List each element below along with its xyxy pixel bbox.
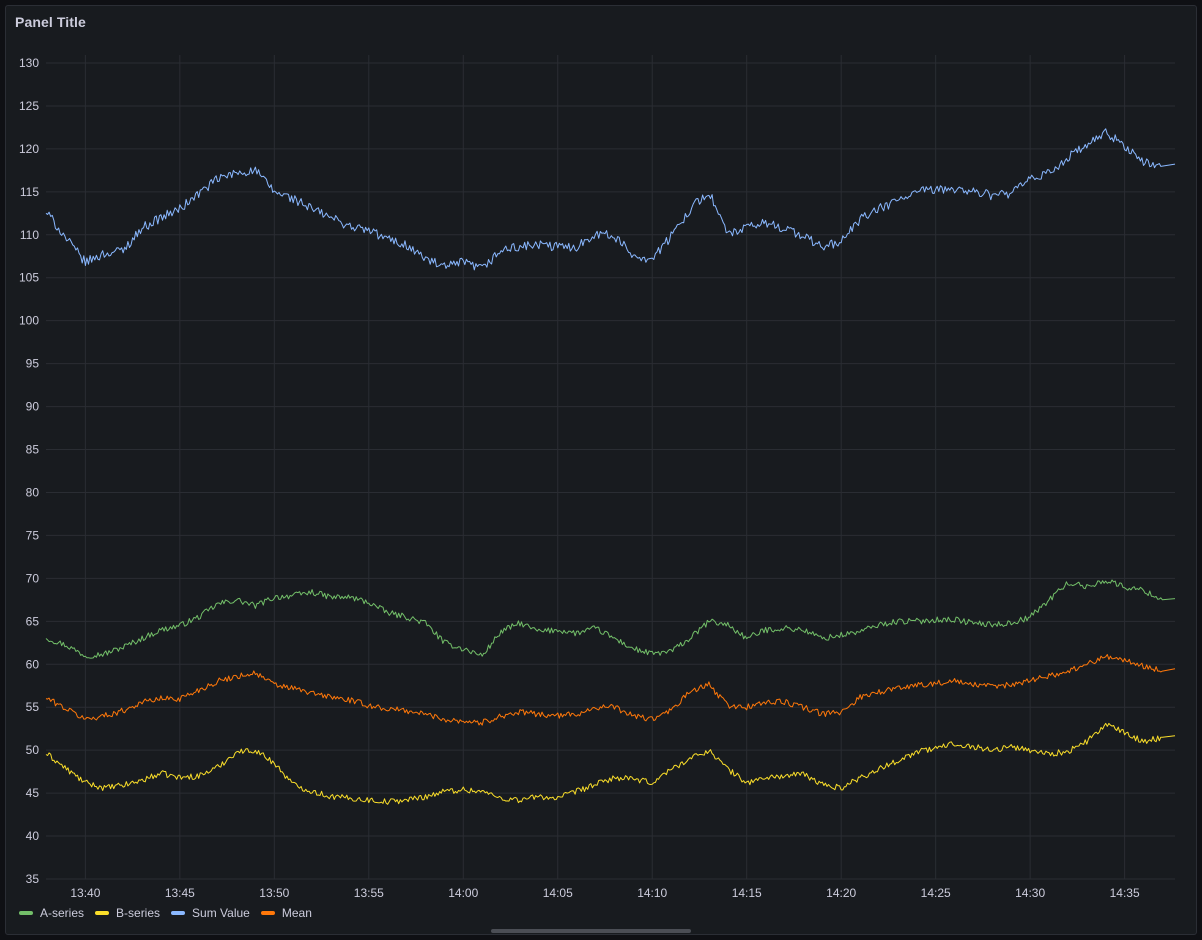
y-tick-label: 55 [26, 700, 40, 714]
legend-swatch [19, 911, 33, 915]
y-tick-label: 120 [19, 142, 39, 156]
x-tick-label: 14:35 [1110, 886, 1140, 900]
legend-item-a-series[interactable]: A-series [19, 906, 84, 920]
legend-item-sum-value[interactable]: Sum Value [171, 906, 250, 920]
panel-title[interactable]: Panel Title [15, 14, 86, 30]
y-tick-label: 110 [20, 228, 39, 242]
x-tick-label: 13:50 [259, 886, 289, 900]
series-lines [45, 128, 1176, 805]
legend-item-b-series[interactable]: B-series [95, 906, 160, 920]
legend-label: Sum Value [192, 906, 250, 920]
legend-label: Mean [281, 906, 312, 920]
legend-label: A-series [40, 906, 85, 920]
x-axis: 13:40 13:45 13:50 13:55 14:00 14:05 14:10 14:15… [70, 886, 1140, 900]
y-tick-label: 75 [26, 528, 40, 542]
x-tick-label: 14:00 [448, 886, 478, 900]
y-tick-label: 125 [19, 99, 39, 113]
legend-swatch [171, 911, 186, 915]
x-tick-label: 14:20 [826, 886, 856, 900]
x-tick-label: 14:10 [637, 886, 667, 900]
y-tick-label: 45 [26, 786, 40, 800]
y-tick-label: 85 [26, 443, 40, 457]
y-tick-label: 70 [26, 571, 40, 585]
y-tick-label: 130 [19, 56, 39, 70]
y-tick-label: 50 [26, 743, 40, 757]
y-tick-label: 90 [26, 400, 40, 414]
y-tick-label: 60 [26, 657, 40, 671]
y-tick-label: 105 [19, 271, 39, 285]
y-tick-label: 100 [19, 314, 39, 328]
y-tick-label: 40 [26, 829, 40, 843]
series-line-b-series [45, 722, 1176, 805]
y-tick-label: 65 [26, 614, 40, 628]
x-tick-label: 13:45 [165, 886, 195, 900]
legend-swatch [95, 911, 110, 915]
y-tick-label: 95 [26, 357, 40, 371]
series-line-sum-value [45, 128, 1176, 271]
y-tick-label: 35 [26, 872, 40, 886]
chart-area[interactable]: 35 40 45 50 55 60 65 70 75 80 85 90 95 100 105 110 115 12… [6, 6, 1196, 934]
x-tick-label: 13:55 [354, 886, 384, 900]
series-line-a-series [45, 579, 1176, 659]
legend-item-mean[interactable]: Mean [260, 906, 312, 920]
y-tick-label: 115 [20, 185, 39, 199]
y-tick-label: 80 [26, 485, 40, 499]
x-tick-label: 13:40 [70, 886, 100, 900]
x-tick-label: 14:05 [543, 886, 573, 900]
legend-label: B-series [116, 906, 161, 920]
legend: A-series B-series Sum Value Mean [19, 905, 323, 921]
x-tick-label: 14:15 [732, 886, 762, 900]
horizontal-scrollbar[interactable] [491, 929, 691, 933]
x-tick-label: 14:30 [1015, 886, 1045, 900]
series-line-mean [45, 654, 1176, 726]
grid [46, 55, 1175, 880]
x-tick-label: 14:25 [921, 886, 951, 900]
time-series-panel: Panel Title 35 40 45 50 55 60 65 70 75 80 85 90 95 10… [5, 5, 1197, 935]
y-axis: 35 40 45 50 55 60 65 70 75 80 85 90 95 100 105 110 115 12… [19, 56, 39, 886]
legend-swatch [260, 911, 275, 915]
